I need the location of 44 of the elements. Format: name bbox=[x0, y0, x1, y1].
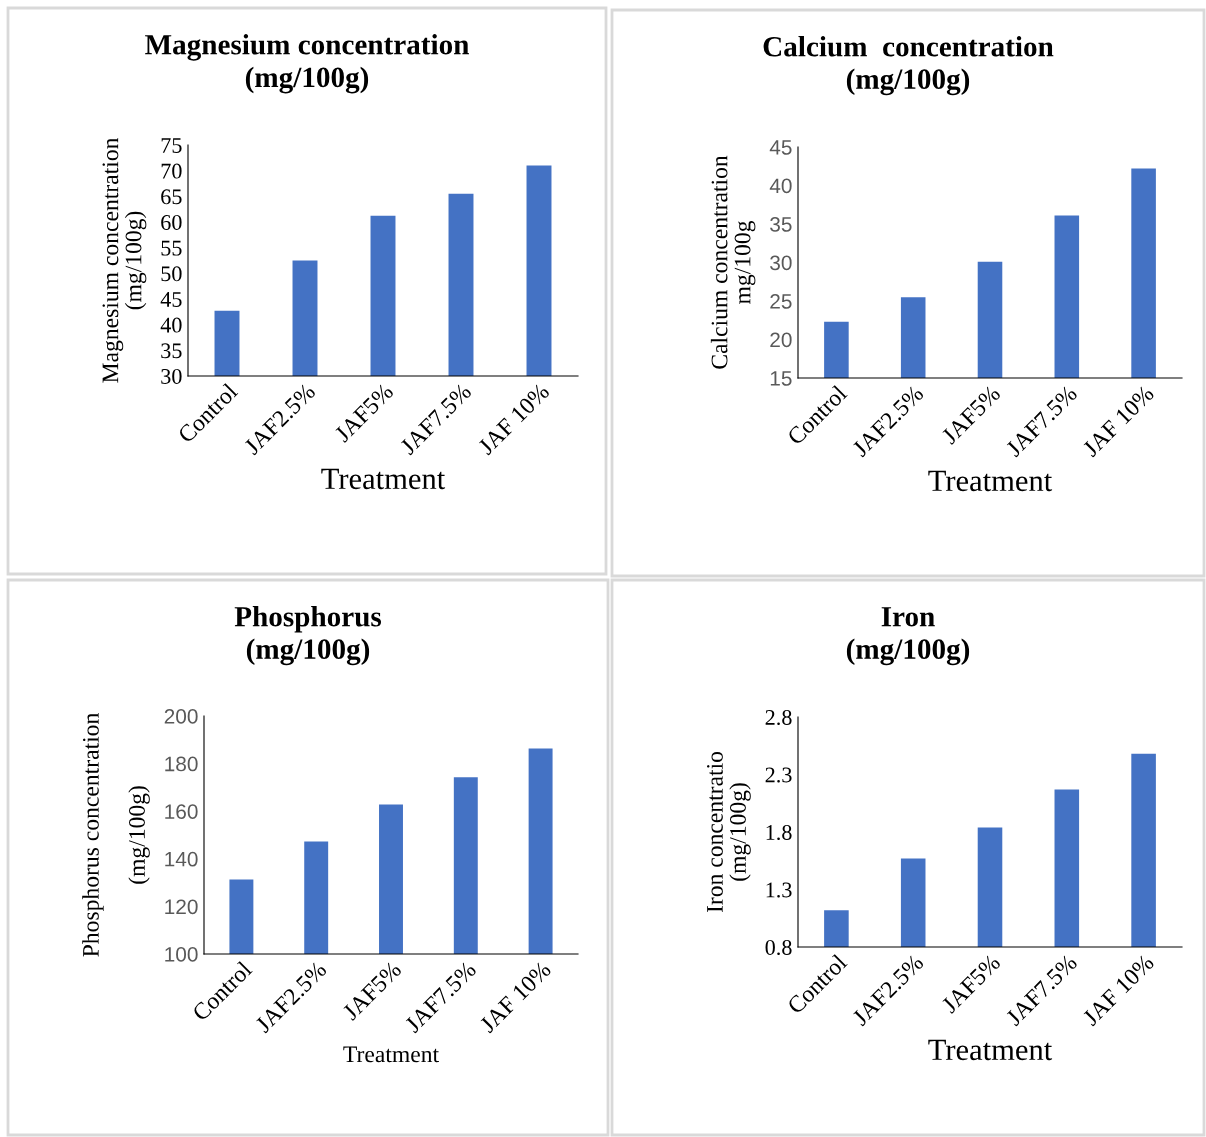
y-tick-label: 35 bbox=[161, 343, 182, 359]
y-tick-label: 180 bbox=[165, 756, 198, 772]
y-tick-label: 65 bbox=[161, 189, 182, 205]
y-tick-label: 0.8 bbox=[765, 939, 792, 956]
y-tick-label: 2.8 bbox=[765, 709, 792, 726]
y-tick-label: 70 bbox=[161, 163, 182, 179]
y-tick-label: 160 bbox=[165, 804, 198, 819]
y-tick-label: 15 bbox=[770, 371, 792, 386]
y-tick-label: 40 bbox=[160, 317, 182, 333]
chart-title: Phosphorus (mg/100g) bbox=[234, 606, 382, 666]
x-axis-title: Treatment bbox=[321, 468, 446, 490]
y-tick-label: 120 bbox=[165, 899, 198, 915]
y-tick-label: 2.3 bbox=[765, 767, 792, 783]
y-tick-label: 75 bbox=[161, 138, 182, 153]
y-tick-label: 100 bbox=[165, 947, 198, 962]
y-tick-label: 30 bbox=[770, 255, 792, 271]
chart-title: Calcium concentration (mg/100g) bbox=[763, 36, 1054, 96]
y-tick-label: 60 bbox=[161, 214, 182, 230]
y-tick-label: 40 bbox=[769, 178, 792, 194]
y-tick-label: 30 bbox=[161, 368, 182, 384]
y-axis-title: Phosphorus concentration (mg/100g) bbox=[82, 713, 150, 957]
y-tick-label: 140 bbox=[165, 851, 198, 867]
y-tick-label: 45 bbox=[160, 292, 182, 307]
y-tick-label: 20 bbox=[770, 332, 792, 348]
y-axis-title: Magnesium concentration (mg/100g) bbox=[102, 137, 147, 383]
x-axis-title: Treatment bbox=[928, 470, 1053, 492]
y-tick-label: 50 bbox=[161, 266, 182, 282]
x-axis-title: Treatment bbox=[928, 1039, 1053, 1061]
chart-title: Iron (mg/100g) bbox=[846, 607, 970, 666]
x-tick-label: JAF 10% bbox=[477, 382, 551, 456]
y-tick-label: 1.8 bbox=[766, 824, 792, 841]
chart-title: Magnesium concentration (mg/100g) bbox=[145, 34, 469, 94]
x-axis-title: Treatment bbox=[343, 1046, 439, 1063]
y-tick-label: 55 bbox=[161, 240, 182, 256]
y-tick-label: 1.3 bbox=[766, 882, 792, 898]
y-tick-label: 200 bbox=[164, 709, 198, 724]
y-tick-label: 35 bbox=[770, 217, 792, 232]
y-tick-label: 45 bbox=[769, 140, 792, 155]
x-tick-label: JAF 10% bbox=[478, 960, 552, 1034]
y-axis-title: Iron concentratio (mg/100g) bbox=[707, 751, 751, 913]
y-axis-title: Calcium concentration mg/100g bbox=[710, 155, 756, 369]
x-tick-label: JAF 10% bbox=[1081, 953, 1155, 1027]
y-tick-label: 25 bbox=[770, 294, 792, 309]
x-tick-label: JAF 10% bbox=[1081, 384, 1155, 458]
